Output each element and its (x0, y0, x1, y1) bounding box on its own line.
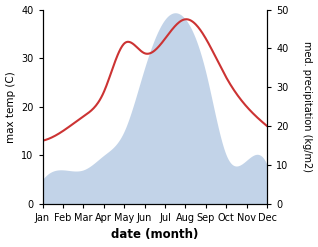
Y-axis label: med. precipitation (kg/m2): med. precipitation (kg/m2) (302, 41, 313, 172)
X-axis label: date (month): date (month) (111, 228, 198, 242)
Y-axis label: max temp (C): max temp (C) (5, 71, 16, 143)
